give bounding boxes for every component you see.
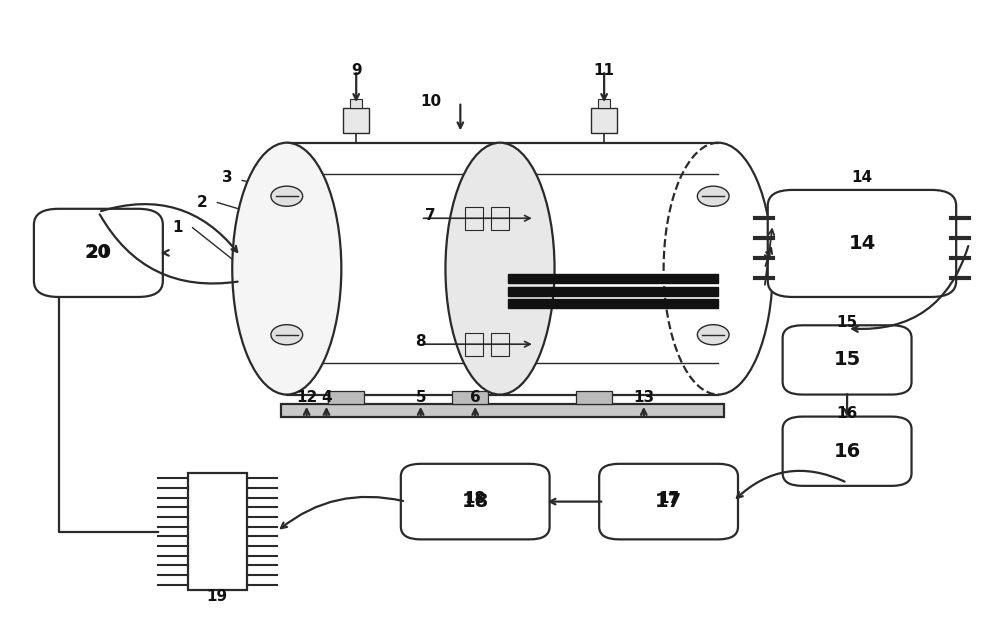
Bar [591,108,617,133]
FancyBboxPatch shape [401,464,550,539]
Text: 16: 16 [836,406,858,421]
Text: 4: 4 [321,390,332,405]
Text: 11: 11 [594,63,615,78]
Bar [491,207,509,230]
Bar [508,274,718,283]
Text: 12: 12 [296,390,317,405]
Text: 13: 13 [633,390,654,405]
Bar [343,108,369,133]
Ellipse shape [232,143,341,394]
Text: 20: 20 [88,246,109,260]
Text: 2: 2 [197,195,208,210]
Text: 3: 3 [222,170,233,185]
Ellipse shape [445,143,555,394]
Bar [188,473,247,590]
Text: 10: 10 [420,94,441,109]
Bar [576,391,612,404]
Text: 17: 17 [658,491,679,506]
Text: 14: 14 [851,170,873,185]
Text: 20: 20 [85,243,112,262]
Bar [281,404,724,417]
Text: 5: 5 [415,390,426,405]
Text: 1: 1 [172,220,183,235]
Bar [465,207,483,230]
Text: 6: 6 [470,390,481,405]
Bar [508,287,718,295]
Text: 16: 16 [833,441,861,461]
Text: 18: 18 [462,492,489,511]
FancyBboxPatch shape [783,417,912,486]
Circle shape [271,186,303,206]
Text: 7: 7 [425,207,436,223]
Bar [465,333,483,355]
FancyBboxPatch shape [599,464,738,539]
Text: 19: 19 [207,588,228,604]
Bar [491,333,509,355]
Bar [328,391,364,404]
Text: 17: 17 [655,492,682,511]
Text: 8: 8 [415,334,426,348]
Text: 15: 15 [833,350,861,369]
FancyBboxPatch shape [34,209,163,297]
Text: 14: 14 [848,234,876,253]
Bar [508,299,718,308]
Circle shape [271,325,303,345]
FancyBboxPatch shape [768,190,956,297]
Circle shape [697,325,729,345]
Text: 15: 15 [837,315,858,330]
Circle shape [697,186,729,206]
Text: 9: 9 [351,63,362,78]
Bar [350,99,362,108]
Text: 18: 18 [465,491,486,506]
Bar [598,99,610,108]
FancyBboxPatch shape [783,325,912,394]
Bar [452,391,488,404]
